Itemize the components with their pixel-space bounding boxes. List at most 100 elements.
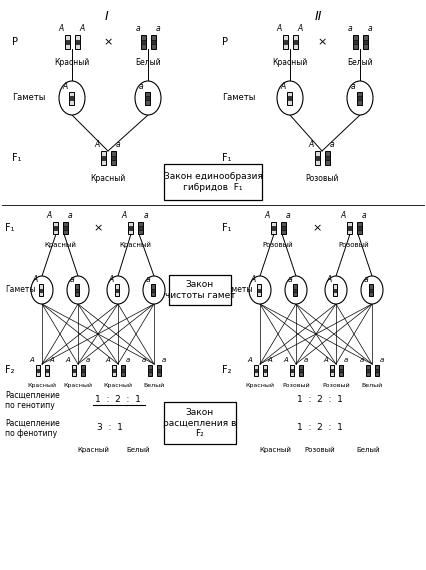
Text: F₁: F₁ xyxy=(222,153,231,163)
Text: a: a xyxy=(347,24,352,33)
Text: Красный: Красный xyxy=(63,383,92,388)
Bar xyxy=(35,364,40,376)
Text: Красный: Красный xyxy=(259,447,291,453)
Bar xyxy=(44,364,49,376)
Bar xyxy=(151,284,155,296)
Text: a: a xyxy=(286,211,291,220)
Text: A: A xyxy=(248,356,252,363)
Text: A: A xyxy=(109,275,114,283)
Text: a: a xyxy=(135,24,140,33)
Text: Красный: Красный xyxy=(77,447,109,453)
Text: ×: × xyxy=(93,223,103,233)
Ellipse shape xyxy=(143,276,165,304)
Bar xyxy=(141,40,146,44)
Bar xyxy=(144,96,150,100)
Text: A: A xyxy=(284,356,288,363)
Text: A: A xyxy=(30,356,35,363)
Text: a: a xyxy=(351,82,356,91)
Bar xyxy=(253,368,257,372)
Text: Расщепление
по фенотипу: Расщепление по фенотипу xyxy=(5,418,60,438)
Bar xyxy=(333,284,337,296)
Bar xyxy=(352,40,357,44)
Bar xyxy=(299,368,302,372)
Bar xyxy=(374,368,378,372)
Text: Розовый: Розовый xyxy=(305,447,335,453)
Text: A: A xyxy=(80,24,85,33)
Bar xyxy=(333,288,337,291)
Text: a: a xyxy=(368,24,373,33)
Ellipse shape xyxy=(107,276,129,304)
Bar xyxy=(357,222,362,234)
Text: P: P xyxy=(222,37,228,47)
Text: A: A xyxy=(280,82,285,91)
Bar xyxy=(299,364,302,376)
Bar xyxy=(339,368,343,372)
Bar xyxy=(314,156,320,160)
Text: a: a xyxy=(362,211,367,220)
Bar xyxy=(69,96,74,100)
Bar xyxy=(282,35,288,49)
Bar xyxy=(127,226,132,230)
Bar xyxy=(280,226,285,230)
Bar xyxy=(156,364,161,376)
Bar xyxy=(112,368,115,372)
Text: Красный: Красный xyxy=(28,383,57,388)
Text: Розовый: Розовый xyxy=(322,383,350,388)
Text: a: a xyxy=(69,275,74,283)
Bar xyxy=(369,284,373,296)
Text: A: A xyxy=(106,356,110,363)
Bar xyxy=(346,226,351,230)
Text: a: a xyxy=(145,275,150,283)
Text: a: a xyxy=(143,211,148,220)
Bar xyxy=(44,368,49,372)
Bar xyxy=(257,288,261,291)
Bar xyxy=(39,284,43,296)
Bar xyxy=(115,288,119,291)
Text: Белый: Белый xyxy=(361,383,383,388)
Ellipse shape xyxy=(59,81,85,115)
Bar xyxy=(144,92,150,104)
Text: a: a xyxy=(139,82,144,91)
Bar xyxy=(357,226,362,230)
Ellipse shape xyxy=(325,276,347,304)
Bar xyxy=(75,288,79,291)
Bar xyxy=(138,222,143,234)
Bar xyxy=(325,151,329,165)
Bar xyxy=(121,368,124,372)
Bar xyxy=(366,368,369,372)
Bar xyxy=(72,368,75,372)
Text: Красный: Красный xyxy=(119,242,151,249)
Bar xyxy=(357,92,362,104)
Bar xyxy=(147,368,152,372)
Text: 3  :  1: 3 : 1 xyxy=(97,424,123,433)
Text: A: A xyxy=(49,356,55,363)
Text: Закон
расщепления в
F₂: Закон расщепления в F₂ xyxy=(163,408,237,438)
Bar xyxy=(121,364,124,376)
Bar xyxy=(75,35,80,49)
Text: F₂: F₂ xyxy=(222,365,231,375)
Bar xyxy=(329,368,334,372)
Text: A: A xyxy=(251,275,256,283)
Bar xyxy=(138,226,143,230)
Bar xyxy=(156,368,161,372)
Ellipse shape xyxy=(277,81,303,115)
Bar xyxy=(280,222,285,234)
Bar xyxy=(293,284,297,296)
Bar xyxy=(75,284,79,296)
Text: Белый: Белый xyxy=(347,58,373,67)
Bar xyxy=(363,40,368,44)
Text: Красный: Красный xyxy=(272,58,308,67)
Text: Белый: Белый xyxy=(356,447,380,453)
Text: Белый: Белый xyxy=(144,383,164,388)
Bar xyxy=(329,364,334,376)
Text: 1  :  2  :  1: 1 : 2 : 1 xyxy=(95,396,141,405)
Text: a: a xyxy=(363,275,368,283)
Ellipse shape xyxy=(135,81,161,115)
Bar xyxy=(257,284,261,296)
Text: A: A xyxy=(66,356,70,363)
Bar xyxy=(72,364,75,376)
Bar xyxy=(141,35,146,49)
Bar xyxy=(314,151,320,165)
Text: a: a xyxy=(156,24,161,33)
Text: Гаметы: Гаметы xyxy=(12,93,46,103)
